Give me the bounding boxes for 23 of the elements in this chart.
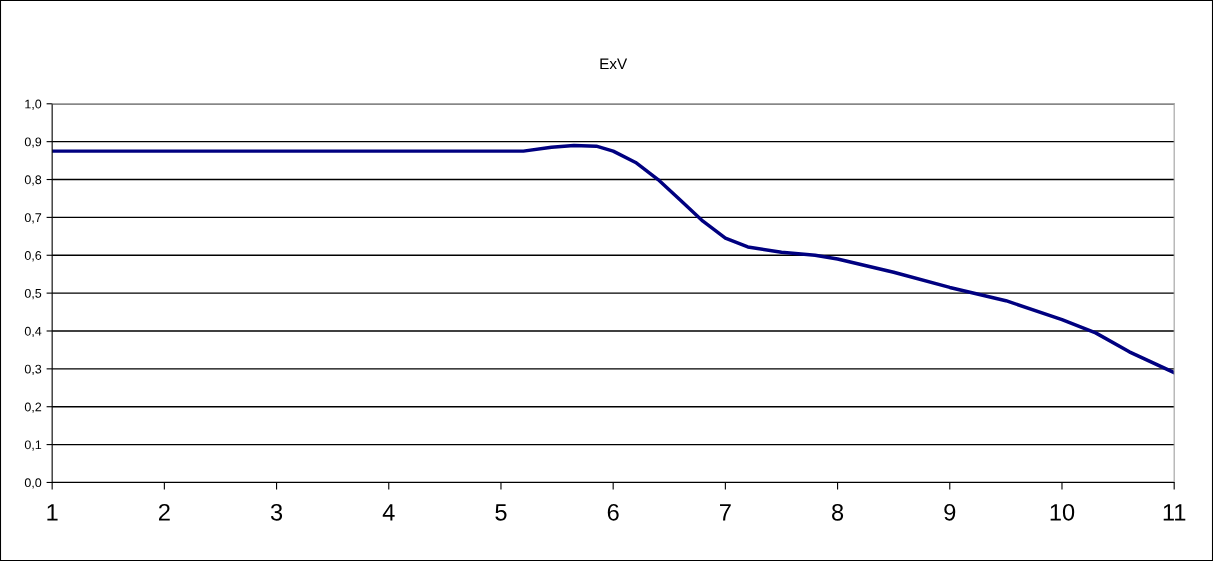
x-tick-label: 4 [382, 504, 395, 521]
y-tick-label: 0,3 [24, 364, 42, 375]
x-tick-label: 11 [1163, 504, 1186, 521]
y-tick-label: 0,9 [24, 137, 42, 148]
x-tick-label: 6 [607, 503, 619, 521]
y-tick-label: 0,5 [24, 288, 42, 300]
y-tick-label: 0,2 [24, 402, 42, 413]
x-tick-label: 1 [47, 504, 58, 521]
x-tick-label: 8 [832, 503, 844, 521]
x-tick-label: 7 [720, 504, 731, 521]
y-tick-label: 0,8 [24, 175, 42, 186]
y-tick-label: 0,6 [24, 251, 42, 262]
x-tick-label: 5 [495, 504, 507, 521]
y-tick-label: 0,4 [24, 326, 42, 338]
y-tick-label: 1,0 [25, 99, 42, 110]
y-tick-label: 0,1 [24, 440, 42, 451]
x-tick-label: 3 [270, 503, 283, 521]
y-tick-label: 0,0 [24, 478, 42, 489]
x-tick-label: 10 [1050, 503, 1075, 521]
x-tick-label: 2 [158, 503, 170, 521]
chart-title: ExV [600, 58, 628, 70]
x-tick-label: 9 [944, 503, 956, 521]
y-tick-label: 0,7 [24, 213, 42, 224]
